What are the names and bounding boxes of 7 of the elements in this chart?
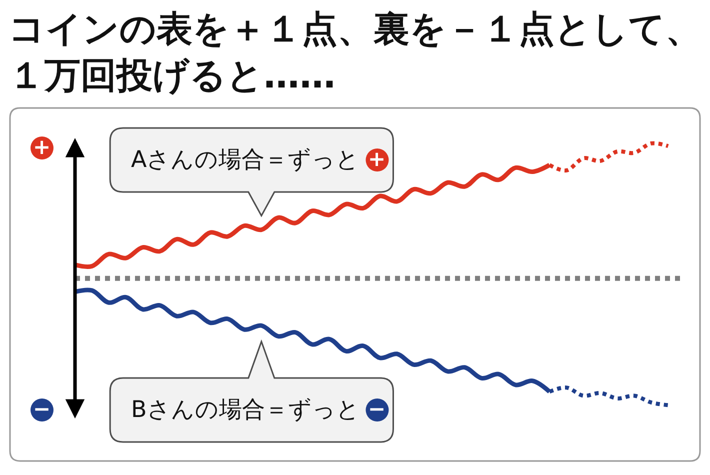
chart-title: コインの表を＋１点、裏を－１点として、１万回投げると……: [8, 8, 702, 97]
text: +: [33, 135, 51, 159]
annotation: −: [368, 397, 386, 421]
text: −: [33, 397, 51, 421]
annotation: +: [368, 147, 386, 171]
series-label: Aさんの場合＝ずっと: [131, 147, 360, 173]
series-label: Bさんの場合＝ずっと: [131, 397, 360, 423]
